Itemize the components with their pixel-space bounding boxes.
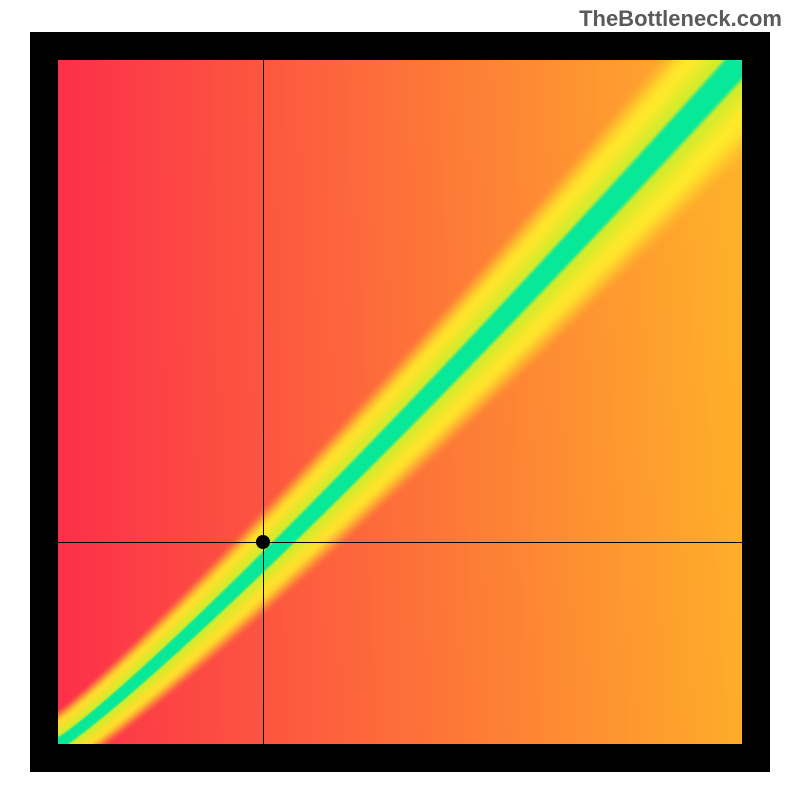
- crosshair-vertical: [263, 60, 264, 744]
- heatmap-canvas: [58, 60, 742, 744]
- marker-point: [256, 535, 270, 549]
- crosshair-horizontal: [58, 542, 742, 543]
- watermark-label: TheBottleneck.com: [579, 6, 782, 32]
- chart-container: TheBottleneck.com: [0, 0, 800, 800]
- heatmap-plot: [58, 60, 742, 744]
